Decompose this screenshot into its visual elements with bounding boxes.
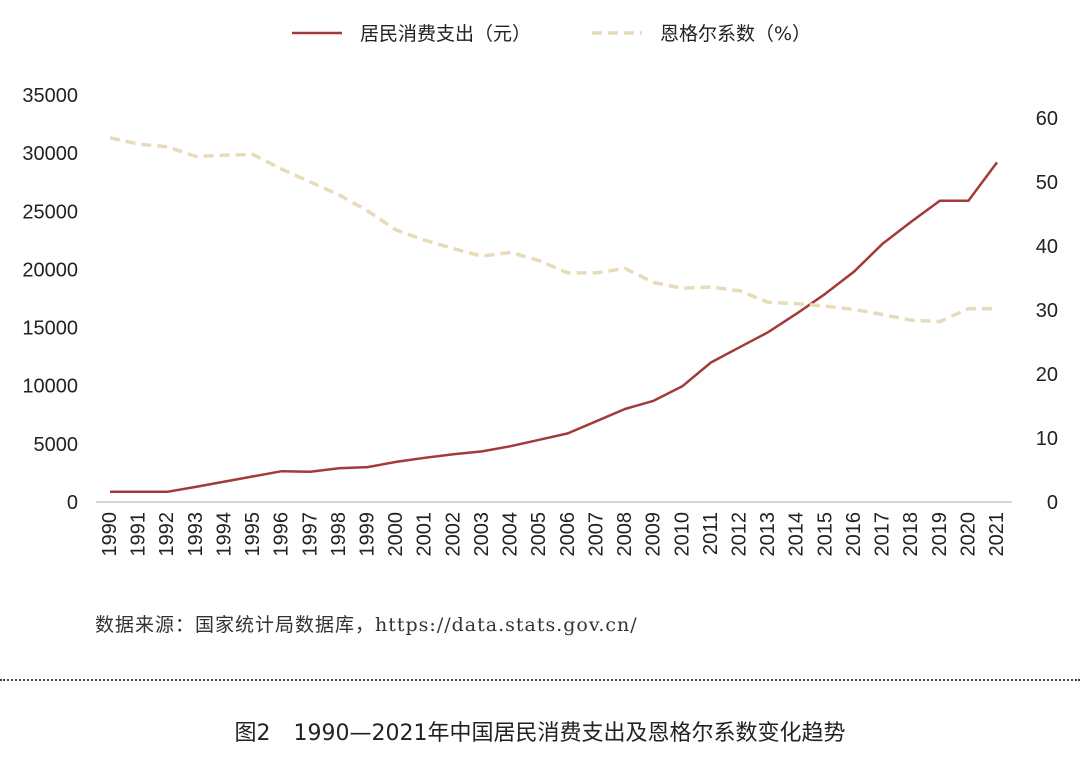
- right-tick-label: 0: [1047, 492, 1058, 514]
- x-tick-label: 2009: [643, 512, 665, 557]
- x-tick-label: 1998: [328, 512, 350, 557]
- x-tick-label: 2014: [786, 512, 808, 557]
- left-tick-label: 5000: [34, 434, 79, 456]
- right-tick-label: 50: [1036, 172, 1058, 194]
- right-axis: 0 10 20 30 40 50 60: [1036, 108, 1058, 514]
- right-tick-label: 20: [1036, 364, 1058, 386]
- left-tick-label: 25000: [22, 201, 78, 223]
- chart: 居民消费支出（元） 恩格尔系数（%） 0500010000150002000025…: [22, 23, 1058, 557]
- x-axis: 1990 1991 1992 1993 1994 1995 1996 1997 1998 1999…: [96, 501, 1012, 557]
- left-tick-label: 35000: [22, 85, 78, 107]
- left-tick-label: 10000: [22, 376, 78, 398]
- x-tick-label: 2001: [414, 512, 436, 557]
- x-tick-label: 2012: [728, 512, 750, 557]
- x-tick-label: 2010: [671, 512, 693, 557]
- figure-caption: 图2 1990—2021年中国居民消费支出及恩格尔系数变化趋势: [0, 715, 1080, 747]
- x-tick-label: 2013: [757, 512, 779, 557]
- x-tick-label: 1993: [185, 512, 207, 557]
- x-tick-label: 1995: [242, 512, 264, 557]
- x-tick-label: 1996: [271, 512, 293, 557]
- x-tick-label: 2021: [986, 512, 1008, 557]
- x-tick-label: 2020: [957, 512, 979, 557]
- legend-label-1: 居民消费支出（元）: [360, 23, 531, 45]
- right-tick-label: 40: [1036, 236, 1058, 258]
- series-line-2: [109, 136, 997, 324]
- figure-title: 1990—2021年中国居民消费支出及恩格尔系数变化趋势: [293, 721, 846, 746]
- x-tick-label: 2017: [872, 512, 894, 557]
- left-tick-label: 20000: [22, 259, 78, 281]
- x-tick-label: 1999: [357, 512, 379, 557]
- x-tick-label: 2018: [900, 512, 922, 557]
- divider: [0, 679, 1080, 681]
- source-note: 数据来源：国家统计局数据库，https://data.stats.gov.cn/: [95, 614, 638, 636]
- x-tick-label: 1994: [213, 512, 235, 557]
- left-tick-label: 15000: [22, 318, 78, 340]
- x-tick-label: 1991: [128, 512, 150, 557]
- x-tick-label: 2005: [528, 512, 550, 557]
- x-tick-label: 2002: [442, 512, 464, 557]
- left-tick-label: 30000: [22, 143, 78, 165]
- x-tick-label: 2015: [814, 512, 836, 557]
- x-tick-label: 1992: [156, 512, 178, 557]
- legend-label-2: 恩格尔系数（%）: [660, 23, 811, 45]
- x-tick-label: 2007: [585, 512, 607, 557]
- left-tick-label: 0: [67, 492, 78, 514]
- x-tick-label: 2016: [843, 512, 865, 557]
- series-line-1: [110, 161, 999, 494]
- x-tick-label: 1997: [299, 512, 321, 557]
- x-tick-label: 2011: [700, 512, 722, 555]
- right-tick-label: 10: [1036, 428, 1058, 450]
- x-tick-label: 2003: [471, 512, 493, 557]
- x-tick-label: 2004: [500, 512, 522, 557]
- right-tick-label: 30: [1036, 300, 1058, 322]
- x-tick-label: 2006: [557, 512, 579, 557]
- right-tick-label: 60: [1036, 108, 1058, 130]
- left-axis: 0 5000 10000 15000 20000 25000 30000 35000: [22, 85, 78, 514]
- x-tick-label: 2000: [385, 512, 407, 557]
- figure-number: 图2: [234, 721, 271, 746]
- x-tick-label: 1990: [99, 512, 121, 557]
- x-tick-label: 2019: [929, 512, 951, 557]
- legend: 居民消费支出（元） 恩格尔系数（%）: [292, 23, 811, 45]
- series-layer: [109, 136, 999, 494]
- x-tick-label: 2008: [614, 512, 636, 557]
